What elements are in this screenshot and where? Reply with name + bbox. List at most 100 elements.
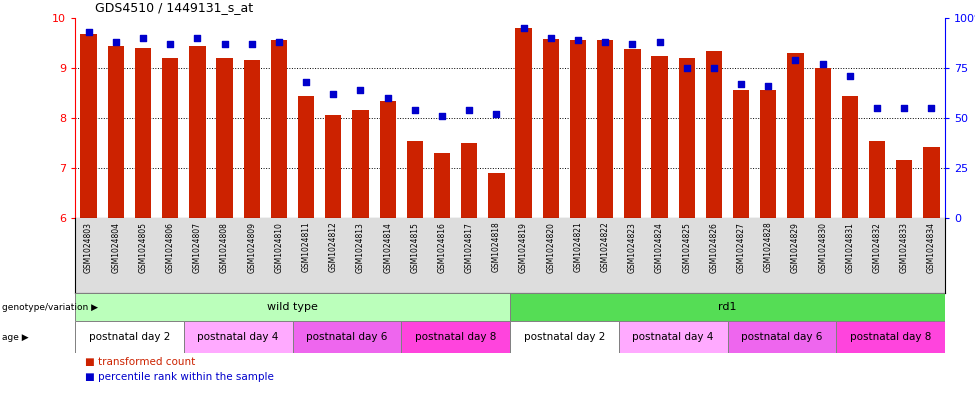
- Bar: [271, 40, 287, 218]
- Point: [896, 105, 912, 111]
- Point: [870, 105, 885, 111]
- Point: [706, 65, 722, 71]
- Bar: [727, 321, 837, 353]
- Bar: [298, 95, 314, 218]
- Point: [516, 25, 531, 31]
- Bar: [461, 143, 478, 218]
- Point: [326, 91, 341, 97]
- Bar: [706, 50, 722, 218]
- Text: GSM1024819: GSM1024819: [519, 222, 528, 273]
- Point: [760, 83, 776, 89]
- Bar: [434, 153, 450, 218]
- Bar: [597, 40, 613, 218]
- Text: GDS4510 / 1449131_s_at: GDS4510 / 1449131_s_at: [95, 1, 253, 14]
- Text: GSM1024829: GSM1024829: [791, 222, 799, 273]
- Text: GSM1024804: GSM1024804: [111, 222, 120, 273]
- Bar: [402, 321, 510, 353]
- Text: postnatal day 6: postnatal day 6: [741, 332, 823, 342]
- Bar: [896, 160, 913, 218]
- Point: [380, 95, 396, 101]
- Text: postnatal day 2: postnatal day 2: [524, 332, 605, 342]
- Text: ■ transformed count: ■ transformed count: [85, 357, 195, 367]
- Bar: [651, 55, 668, 218]
- Bar: [379, 101, 396, 218]
- Text: rd1: rd1: [719, 302, 737, 312]
- Bar: [488, 173, 505, 218]
- Point: [543, 35, 559, 41]
- Text: postnatal day 8: postnatal day 8: [415, 332, 496, 342]
- Text: postnatal day 4: postnatal day 4: [198, 332, 279, 342]
- Point: [407, 107, 422, 113]
- Bar: [352, 110, 369, 218]
- Text: GSM1024823: GSM1024823: [628, 222, 637, 273]
- Point: [788, 57, 803, 63]
- Point: [298, 79, 314, 85]
- Bar: [407, 141, 423, 218]
- Bar: [75, 321, 183, 353]
- Text: GSM1024813: GSM1024813: [356, 222, 365, 273]
- Point: [189, 35, 205, 41]
- Text: wild type: wild type: [267, 302, 318, 312]
- Bar: [569, 40, 586, 218]
- Text: GSM1024824: GSM1024824: [655, 222, 664, 273]
- Bar: [216, 58, 233, 218]
- Bar: [788, 53, 803, 218]
- Bar: [841, 95, 858, 218]
- Text: GSM1024828: GSM1024828: [763, 222, 773, 272]
- Point: [842, 73, 858, 79]
- Text: GSM1024820: GSM1024820: [546, 222, 556, 273]
- Point: [136, 35, 151, 41]
- Bar: [75, 293, 510, 321]
- Text: postnatal day 8: postnatal day 8: [850, 332, 931, 342]
- Text: GSM1024817: GSM1024817: [465, 222, 474, 273]
- Point: [216, 41, 232, 47]
- Text: GSM1024816: GSM1024816: [438, 222, 447, 273]
- Bar: [516, 28, 531, 218]
- Point: [244, 41, 259, 47]
- Bar: [80, 34, 97, 218]
- Bar: [162, 58, 178, 218]
- Bar: [619, 321, 727, 353]
- Text: GSM1024808: GSM1024808: [220, 222, 229, 273]
- Point: [651, 39, 667, 45]
- Bar: [325, 116, 341, 218]
- Text: GSM1024809: GSM1024809: [248, 222, 256, 273]
- Bar: [869, 141, 885, 218]
- Text: GSM1024810: GSM1024810: [274, 222, 284, 273]
- Point: [271, 39, 287, 45]
- Text: GSM1024825: GSM1024825: [682, 222, 691, 273]
- Point: [488, 111, 504, 117]
- Text: GSM1024834: GSM1024834: [927, 222, 936, 273]
- Text: GSM1024818: GSM1024818: [492, 222, 501, 272]
- Bar: [183, 321, 292, 353]
- Text: GSM1024826: GSM1024826: [710, 222, 719, 273]
- Point: [163, 41, 178, 47]
- Bar: [543, 39, 559, 218]
- Point: [733, 81, 749, 87]
- Text: genotype/variation ▶: genotype/variation ▶: [2, 303, 98, 312]
- Point: [461, 107, 477, 113]
- Point: [923, 105, 939, 111]
- Text: GSM1024821: GSM1024821: [573, 222, 582, 272]
- Bar: [814, 68, 831, 218]
- Text: postnatal day 2: postnatal day 2: [89, 332, 170, 342]
- Point: [108, 39, 124, 45]
- Text: GSM1024807: GSM1024807: [193, 222, 202, 273]
- Text: GSM1024830: GSM1024830: [818, 222, 827, 273]
- Text: GSM1024812: GSM1024812: [329, 222, 337, 272]
- Point: [679, 65, 694, 71]
- Text: GSM1024805: GSM1024805: [138, 222, 147, 273]
- Text: ■ percentile rank within the sample: ■ percentile rank within the sample: [85, 372, 274, 382]
- Text: postnatal day 6: postnatal day 6: [306, 332, 388, 342]
- Point: [434, 113, 449, 119]
- Text: postnatal day 4: postnatal day 4: [633, 332, 714, 342]
- Bar: [733, 90, 749, 218]
- Bar: [679, 58, 695, 218]
- Text: GSM1024811: GSM1024811: [301, 222, 311, 272]
- Point: [598, 39, 613, 45]
- Point: [81, 29, 97, 35]
- Bar: [510, 293, 945, 321]
- Bar: [189, 46, 206, 218]
- Bar: [135, 48, 151, 218]
- Text: GSM1024814: GSM1024814: [383, 222, 392, 273]
